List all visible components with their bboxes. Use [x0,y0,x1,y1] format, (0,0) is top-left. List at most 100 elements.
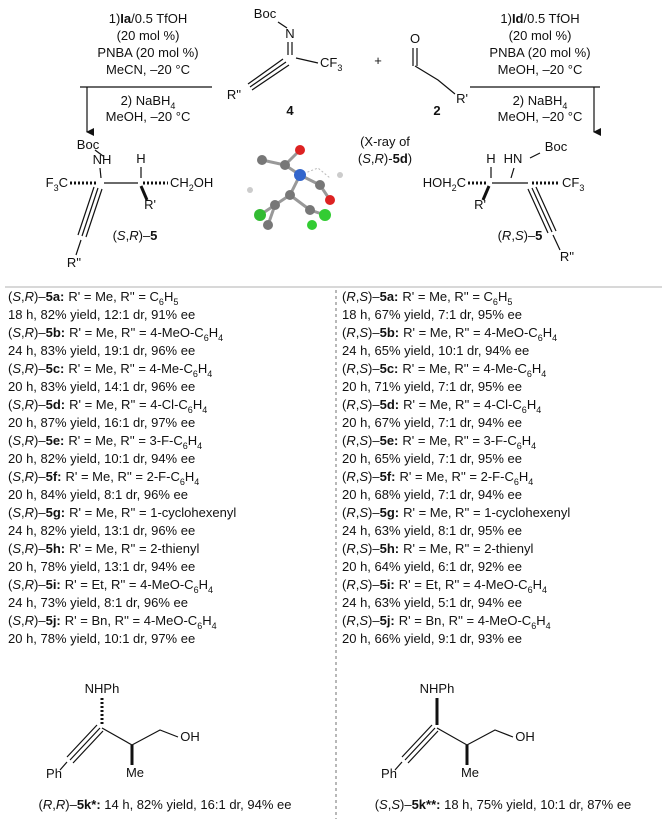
text-part: 5f: [46,469,62,484]
text-part: R' [456,91,468,106]
text-part: R' = Me, R'' = 4-MeO-C6H4 [69,325,223,343]
condition: (20 mol %) [509,28,572,43]
text-part: 20 h, 78% yield, 10:1 dr, 97% ee [8,631,195,646]
entry-compound: (R,S)–5e:R' = Me, R'' = 3-F-C6H4 [342,433,536,451]
compound-label: (R,S)–5 [498,228,543,243]
text-part: 18 h, 82% yield, 12:1 dr, 91% ee [8,307,195,322]
text-part: 24 h, 65% yield, 10:1 dr, 94% ee [342,343,529,358]
entry-result: 20 h, 84% yield, 8:1 dr, 96% ee [8,487,188,502]
text-part: R' = Bn, R'' = 4-MeO-C6H4 [65,613,217,631]
entry-result: 20 h, 65% yield, 7:1 dr, 95% ee [342,451,522,466]
condition: (20 mol %) [117,28,180,43]
text-part: (R,S)– [342,613,380,628]
condition: MeOH, –20 °C [498,109,583,124]
atom: Boc [77,137,100,152]
text-part: (R,S)– [342,325,380,340]
text-part: ) [408,151,412,166]
atom: O [410,31,420,46]
text-part: 20 h, 87% yield, 16:1 dr, 97% ee [8,415,195,430]
text-part: (20 mol %) [117,28,180,43]
compound-number: 4 [286,103,294,118]
atom: Ph [46,766,62,781]
text-part: 24 h, 73% yield, 8:1 dr, 96% ee [8,595,188,610]
entry-compound: (S,R)–5d:R' = Me, R'' = 4-Cl-C6H4 [8,397,207,415]
text-part: MeCN, –20 °C [106,62,190,77]
text-part: CF3 [562,175,584,193]
text-part: OH [515,729,535,744]
text-part: 5c: [380,361,399,376]
atom: H [136,151,145,166]
text-part: N [285,26,294,41]
entry-result: 20 h, 71% yield, 7:1 dr, 95% ee [342,379,522,394]
text-part: 5e: [380,433,399,448]
atom: HN [504,151,523,166]
text-part: R'' [560,249,574,264]
text-part: 20 h, 71% yield, 7:1 dr, 95% ee [342,379,522,394]
text-part: Me [126,765,144,780]
text-part: NHPh [420,681,455,696]
entry-compound: (R,S)–5i:R' = Et, R'' = 4-MeO-C6H4 [342,577,547,595]
text-part: 5j: [46,613,61,628]
text-part: R' = Me, R'' = 2-F-C6H4 [65,469,199,487]
atom: R' [474,197,486,212]
text-part: 24 h, 63% yield, 8:1 dr, 95% ee [342,523,522,538]
entry-compound: (R,S)–5b:R' = Me, R'' = 4-MeO-C6H4 [342,325,557,343]
compound-result: (R,R)–5k*: 14 h, 82% yield, 16:1 dr, 94%… [39,797,292,812]
atom: HOH2C [423,175,466,193]
text-part: 5d: [380,397,400,412]
text-part: 5b: [46,325,66,340]
text-part: Boc [545,139,568,154]
entry-result: 24 h, 63% yield, 5:1 dr, 94% ee [342,595,522,610]
text-part: R' = Me, R'' = 1-cyclohexenyl [69,505,236,520]
text-part: (S,R)– [8,577,46,592]
entry-compound: (S,R)–5a:R' = Me, R'' = C6H5 [8,289,178,307]
text-part: 5d [393,151,408,166]
atom: Ph [381,766,397,781]
text-part: MeOH, –20 °C [106,109,191,124]
text-part: R' [474,197,486,212]
text-part: 20 h, 84% yield, 8:1 dr, 96% ee [8,487,188,502]
text-part: (S,S)– [375,797,413,812]
entry-compound: (R,S)–5a:R' = Me, R'' = C6H5 [342,289,512,307]
text-part: 1) [109,11,121,26]
text-part: Boc [254,6,277,21]
text-part: 5c: [46,361,65,376]
text-part: Ph [381,766,397,781]
text-part: (S,R)- [358,151,393,166]
entry-compound: (R,S)–5g:R' = Me, R'' = 1-cyclohexenyl [342,505,570,520]
atom: OH [515,729,535,744]
text-part: (S,R)– [113,228,151,243]
condition: MeOH, –20 °C [106,109,191,124]
text-part: H [486,151,495,166]
entry-compound: (R,S)–5f:R' = Me, R'' = 2-F-C6H4 [342,469,533,487]
text-part: 5g: [380,505,400,520]
entry-compound: (S,R)–5h:R' = Me, R'' = 2-thienyl [8,541,199,556]
text-part: R' = Me, R'' = C6H5 [68,289,178,307]
text-part: MeOH, –20 °C [498,62,583,77]
text-part: 20 h, 65% yield, 7:1 dr, 95% ee [342,451,522,466]
atom: CF3 [562,175,584,193]
text-part: R' = Me, R'' = 4-Cl-C6H4 [69,397,207,415]
text-part: CH2OH [170,175,213,193]
xray-note: (S,R)-5d) [358,151,412,166]
text-part: 24 h, 63% yield, 5:1 dr, 94% ee [342,595,522,610]
xray-note: (X-ray of [360,134,410,149]
text-part: (S,R)– [8,469,46,484]
compound-label: (S,R)–5 [113,228,158,243]
text-part: R' [144,197,156,212]
condition: 1)Ia/0.5 TfOH [109,11,188,26]
atom: Boc [545,139,568,154]
text-part: MeOH, –20 °C [498,109,583,124]
condition: MeOH, –20 °C [498,62,583,77]
text-part: 5e: [46,433,65,448]
text-part: F3C [46,175,68,193]
entry-result: 20 h, 64% yield, 6:1 dr, 92% ee [342,559,522,574]
condition: 1)Id/0.5 TfOH [500,11,579,26]
atom: F3C [46,175,68,193]
text-part: R' = Me, R'' = 3-F-C6H4 [402,433,536,451]
text-part: PNBA (20 mol %) [489,45,590,60]
entry-compound: (S,R)–5b:R' = Me, R'' = 4-MeO-C6H4 [8,325,223,343]
text-part: 5i: [380,577,395,592]
text-part: 5a: [46,289,65,304]
text-part: (S,R)– [8,613,46,628]
